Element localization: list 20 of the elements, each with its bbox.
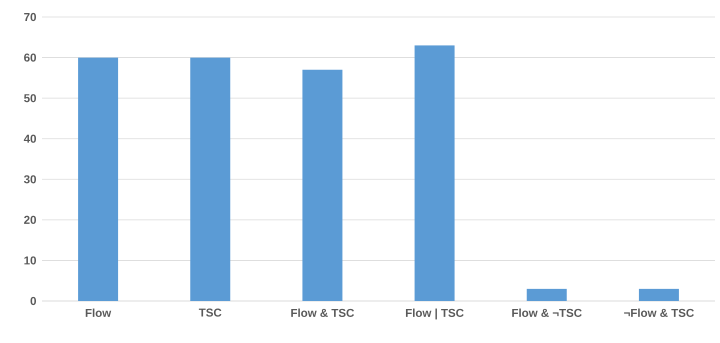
x-tick-label: Flow & TSC: [291, 308, 354, 317]
x-tick-label: ¬Flow & TSC: [624, 308, 694, 317]
bar: [78, 58, 118, 301]
y-tick-label: 50: [24, 94, 36, 102]
x-tick-label: TSC: [198, 308, 222, 317]
bar: [190, 58, 230, 301]
y-tick-label: 30: [24, 175, 36, 184]
y-tick-label: 10: [24, 256, 36, 264]
y-tick-label: 40: [24, 134, 36, 143]
y-tick-label: 60: [24, 54, 36, 62]
y-tick-label: 20: [24, 216, 36, 224]
bar: [414, 45, 455, 301]
x-tick-label: Flow & ¬TSC: [512, 308, 582, 317]
x-tick-label: Flow | TSC: [406, 308, 464, 320]
y-tick-label: 70: [24, 12, 36, 22]
bar: [302, 70, 342, 301]
x-tick-label: Flow: [86, 308, 112, 317]
bar: [526, 288, 567, 301]
bar: [638, 288, 679, 301]
y-tick-label: 0: [30, 296, 36, 306]
